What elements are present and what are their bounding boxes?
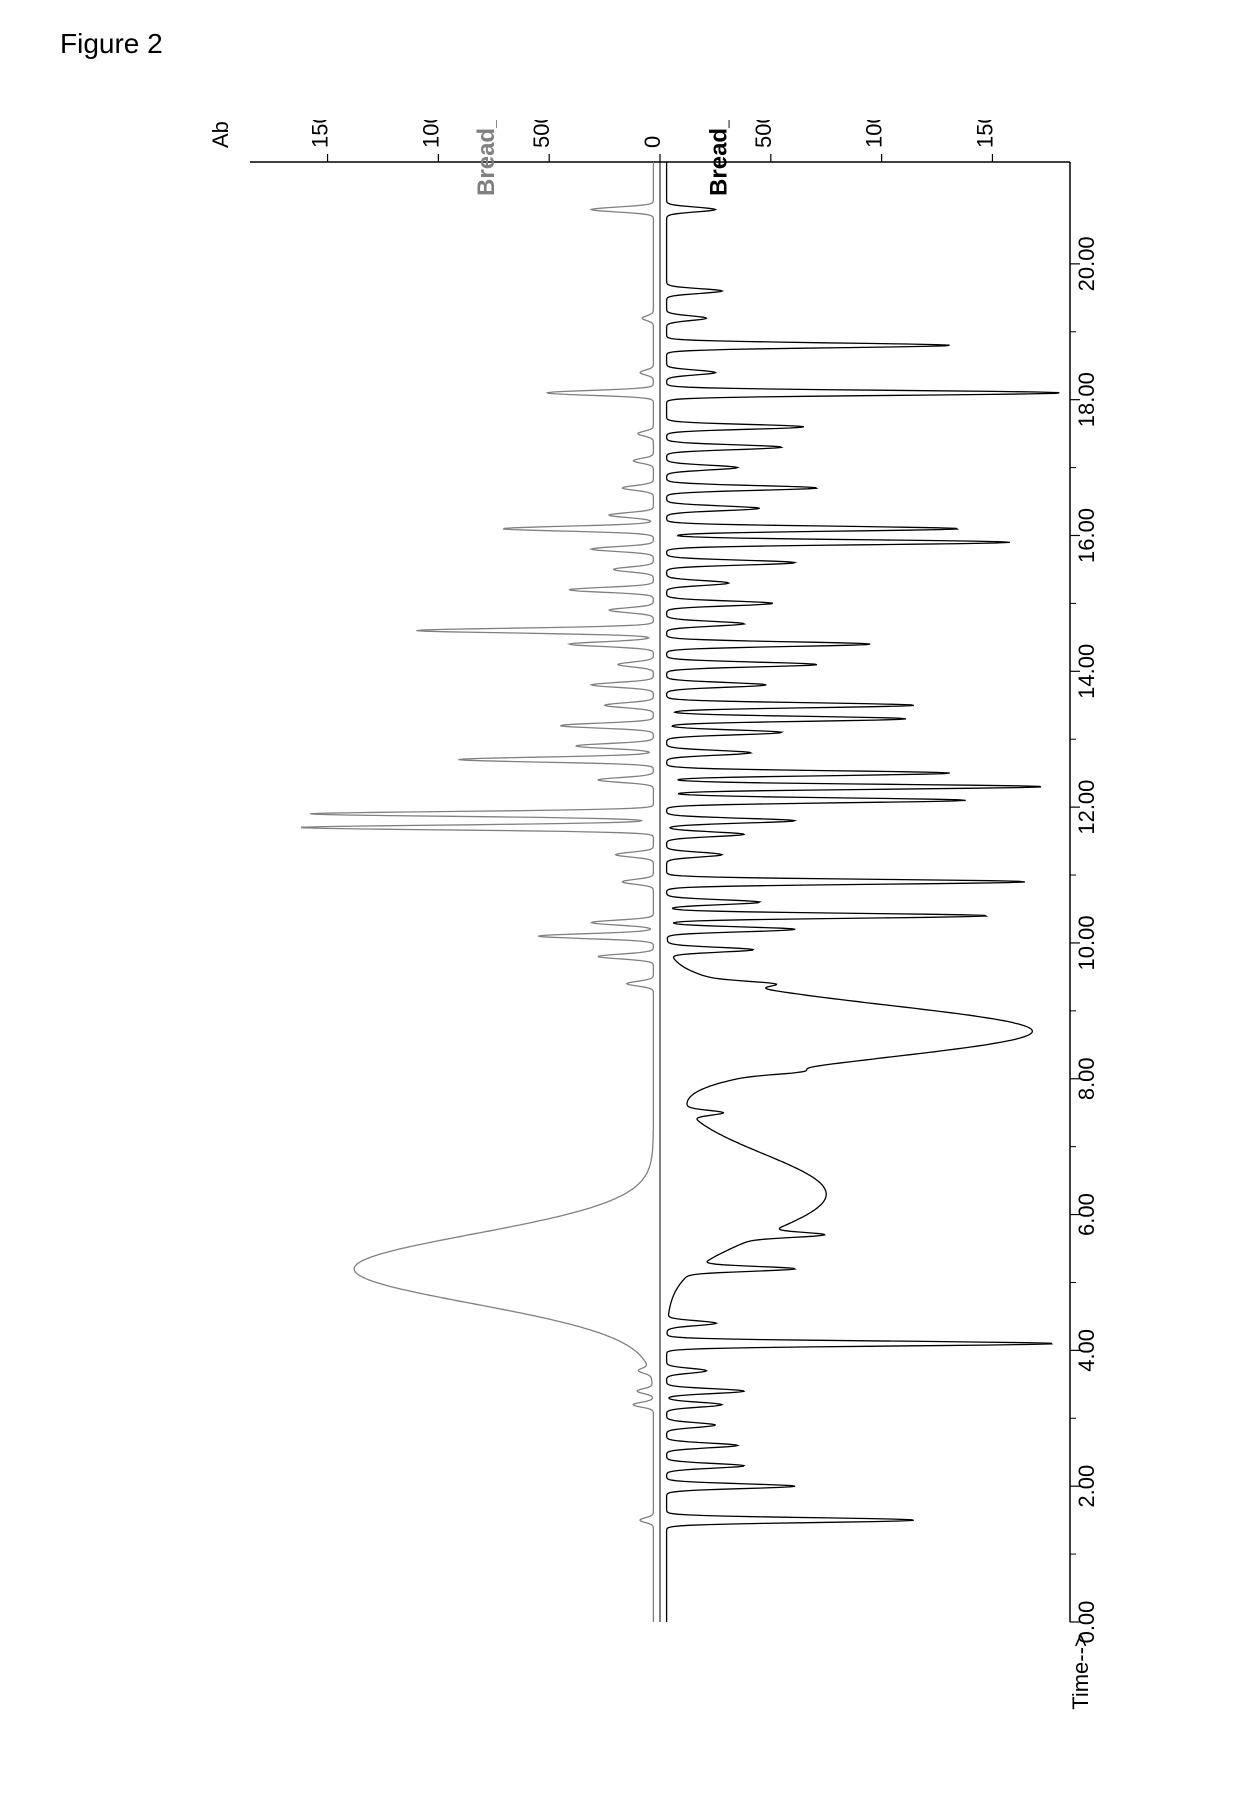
- svg-text:0: 0: [640, 136, 665, 148]
- svg-text:5000000: 5000000: [529, 120, 554, 148]
- svg-text:5000000: 5000000: [751, 120, 776, 148]
- series-label-sc2: Bread_Sc2: [473, 120, 500, 196]
- svg-text:20.00: 20.00: [1074, 236, 1099, 291]
- svg-text:6.00: 6.00: [1074, 1193, 1099, 1236]
- series-label-kb2: Bread_Kb2: [705, 120, 732, 196]
- page: Figure 2 5000000100000001500000005000000…: [0, 0, 1240, 1803]
- svg-text:18.00: 18.00: [1074, 372, 1099, 427]
- trace-bread-sc2: [302, 162, 654, 1622]
- chromatogram-plot: 5000000 10000000 15000000 0 5000000 10000000 1…: [160, 120, 1140, 1740]
- svg-text:Time-->: Time-->: [1068, 1634, 1093, 1710]
- svg-text:10000000: 10000000: [418, 120, 443, 148]
- svg-text:10000000: 10000000: [862, 120, 887, 148]
- svg-text:14.00: 14.00: [1074, 644, 1099, 699]
- svg-text:4.00: 4.00: [1074, 1329, 1099, 1372]
- trace-bread-kb2: [667, 162, 1060, 1622]
- svg-text:10.00: 10.00: [1074, 915, 1099, 970]
- svg-text:12.00: 12.00: [1074, 780, 1099, 835]
- svg-text:8.00: 8.00: [1074, 1057, 1099, 1100]
- svg-text:2.00: 2.00: [1074, 1465, 1099, 1508]
- svg-text:15000000: 15000000: [972, 120, 997, 148]
- plot-svg: 5000000 10000000 15000000 0 5000000 10000000 1…: [160, 120, 1140, 1740]
- svg-text:16.00: 16.00: [1074, 508, 1099, 563]
- svg-text:Abundance: Abundance: [208, 120, 233, 148]
- svg-text:15000000: 15000000: [308, 120, 333, 148]
- figure-title: Figure 2: [60, 28, 163, 60]
